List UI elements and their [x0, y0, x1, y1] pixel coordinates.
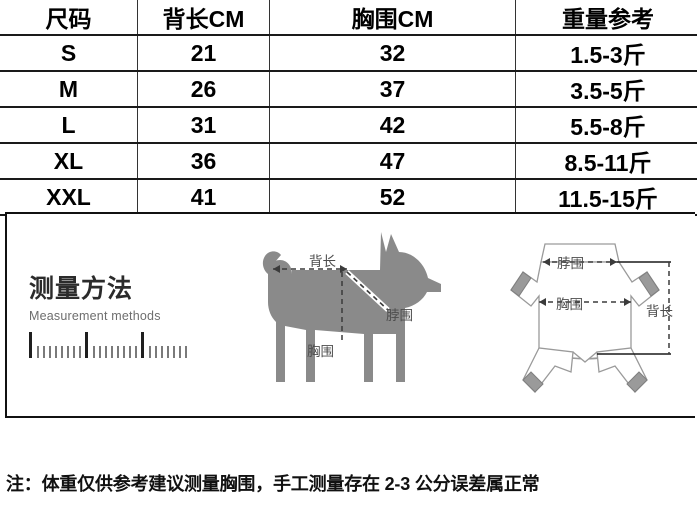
- header-cell-weight: 重量参考: [515, 0, 697, 36]
- cell-size: S: [0, 35, 138, 72]
- garment-measurement-illustration: 脖围 胸围 背长: [499, 220, 697, 415]
- dog-silhouette-icon: [262, 232, 441, 382]
- dog-chest-girth-label: 胸围: [307, 344, 334, 360]
- cell-weight: 3.5-5斤: [515, 71, 697, 108]
- cell-size: M: [0, 71, 138, 108]
- cell-back-length: 31: [137, 107, 270, 144]
- table-row: M 26 37 3.5-5斤: [0, 71, 697, 108]
- measurement-title-chinese: 测量方法: [29, 275, 134, 303]
- cell-size: XXL: [0, 179, 138, 216]
- size-chart-table: 尺码 背长CM 胸围CM 重量参考 S 21 32 1.5-3斤 M 26 37…: [0, 0, 697, 216]
- cell-chest: 37: [269, 71, 516, 108]
- cell-back-length: 36: [137, 143, 270, 180]
- garment-back-length-label: 背长: [646, 304, 673, 320]
- table-row: XXL 41 52 11.5-15斤: [0, 179, 697, 216]
- header-cell-back-length: 背长CM: [137, 0, 270, 36]
- measurement-diagram-panel: 测量方法 Measurement methods: [5, 212, 695, 418]
- table-row: S 21 32 1.5-3斤: [0, 35, 697, 72]
- cell-back-length: 41: [137, 179, 270, 216]
- measurement-title-english: Measurement methods: [29, 308, 161, 323]
- ruler-icon: [29, 331, 194, 358]
- cell-chest: 47: [269, 143, 516, 180]
- cell-chest: 42: [269, 107, 516, 144]
- header-cell-size: 尺码: [0, 0, 138, 36]
- cell-back-length: 21: [137, 35, 270, 72]
- cell-chest: 52: [269, 179, 516, 216]
- table-row: L 31 42 5.5-8斤: [0, 107, 697, 144]
- footer-note: 注：体重仅供参考建议测量胸围，手工测量存在 2-3 公分误差属正常: [6, 474, 540, 494]
- cell-weight: 11.5-15斤: [515, 179, 697, 216]
- cell-weight: 1.5-3斤: [515, 35, 697, 72]
- dog-measurement-illustration: 背长 脖围 胸围: [255, 222, 470, 412]
- pet-garment-outline-icon: [510, 243, 671, 393]
- dog-back-length-label: 背长: [309, 254, 336, 270]
- header-cell-chest: 胸围CM: [269, 0, 516, 36]
- cell-size: L: [0, 107, 138, 144]
- measurement-methods-block: 测量方法 Measurement methods: [29, 275, 229, 358]
- table-header-row: 尺码 背长CM 胸围CM 重量参考: [0, 0, 697, 36]
- cell-weight: 5.5-8斤: [515, 107, 697, 144]
- cell-weight: 8.5-11斤: [515, 143, 697, 180]
- table-row: XL 36 47 8.5-11斤: [0, 143, 697, 180]
- cell-chest: 32: [269, 35, 516, 72]
- garment-chest-girth-label: 胸围: [556, 297, 583, 313]
- cell-size: XL: [0, 143, 138, 180]
- garment-neck-girth-label: 脖围: [557, 256, 584, 272]
- dog-neck-girth-label: 脖围: [386, 308, 413, 324]
- cell-back-length: 26: [137, 71, 270, 108]
